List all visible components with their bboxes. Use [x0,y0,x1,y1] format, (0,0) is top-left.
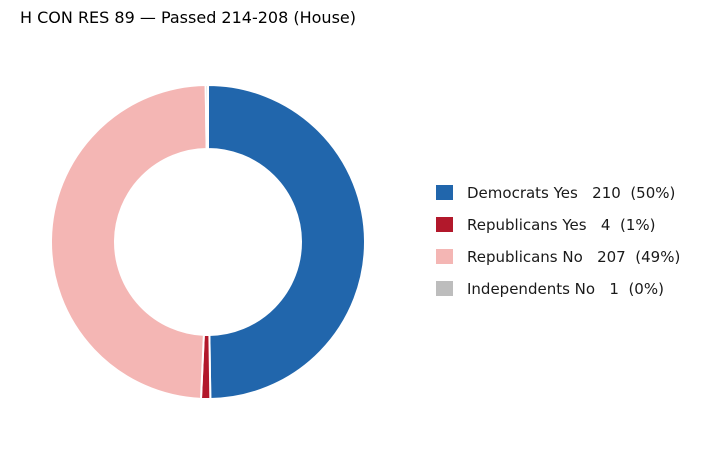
legend-item-republicans-yes: Republicans Yes 4 (1%) [436,214,680,235]
slice-independents-no [204,83,209,151]
legend-item-democrats-yes: Democrats Yes 210 (50%) [436,182,680,203]
legend-swatch-republicans-yes [436,217,453,232]
chart-title: H CON RES 89 — Passed 214-208 (House) [20,8,356,27]
legend-swatch-democrats-yes [436,185,453,200]
slice-republicans-no [50,84,208,400]
legend-item-independents-no: Independents No 1 (0%) [436,278,680,299]
donut-slices [50,83,367,401]
legend-label-democrats-yes: Democrats Yes 210 (50%) [467,183,676,202]
legend-item-republicans-no: Republicans No 207 (49%) [436,246,680,267]
legend-swatch-republicans-no [436,249,453,264]
legend-label-republicans-no: Republicans No 207 (49%) [467,247,681,266]
legend-label-independents-no: Independents No 1 (0%) [467,279,664,298]
legend-label-republicans-yes: Republicans Yes 4 (1%) [467,215,656,234]
legend-swatch-independents-no [436,281,453,296]
slice-democrats-yes [207,83,367,400]
legend: Democrats Yes 210 (50%) Republicans Yes 4… [436,182,680,310]
